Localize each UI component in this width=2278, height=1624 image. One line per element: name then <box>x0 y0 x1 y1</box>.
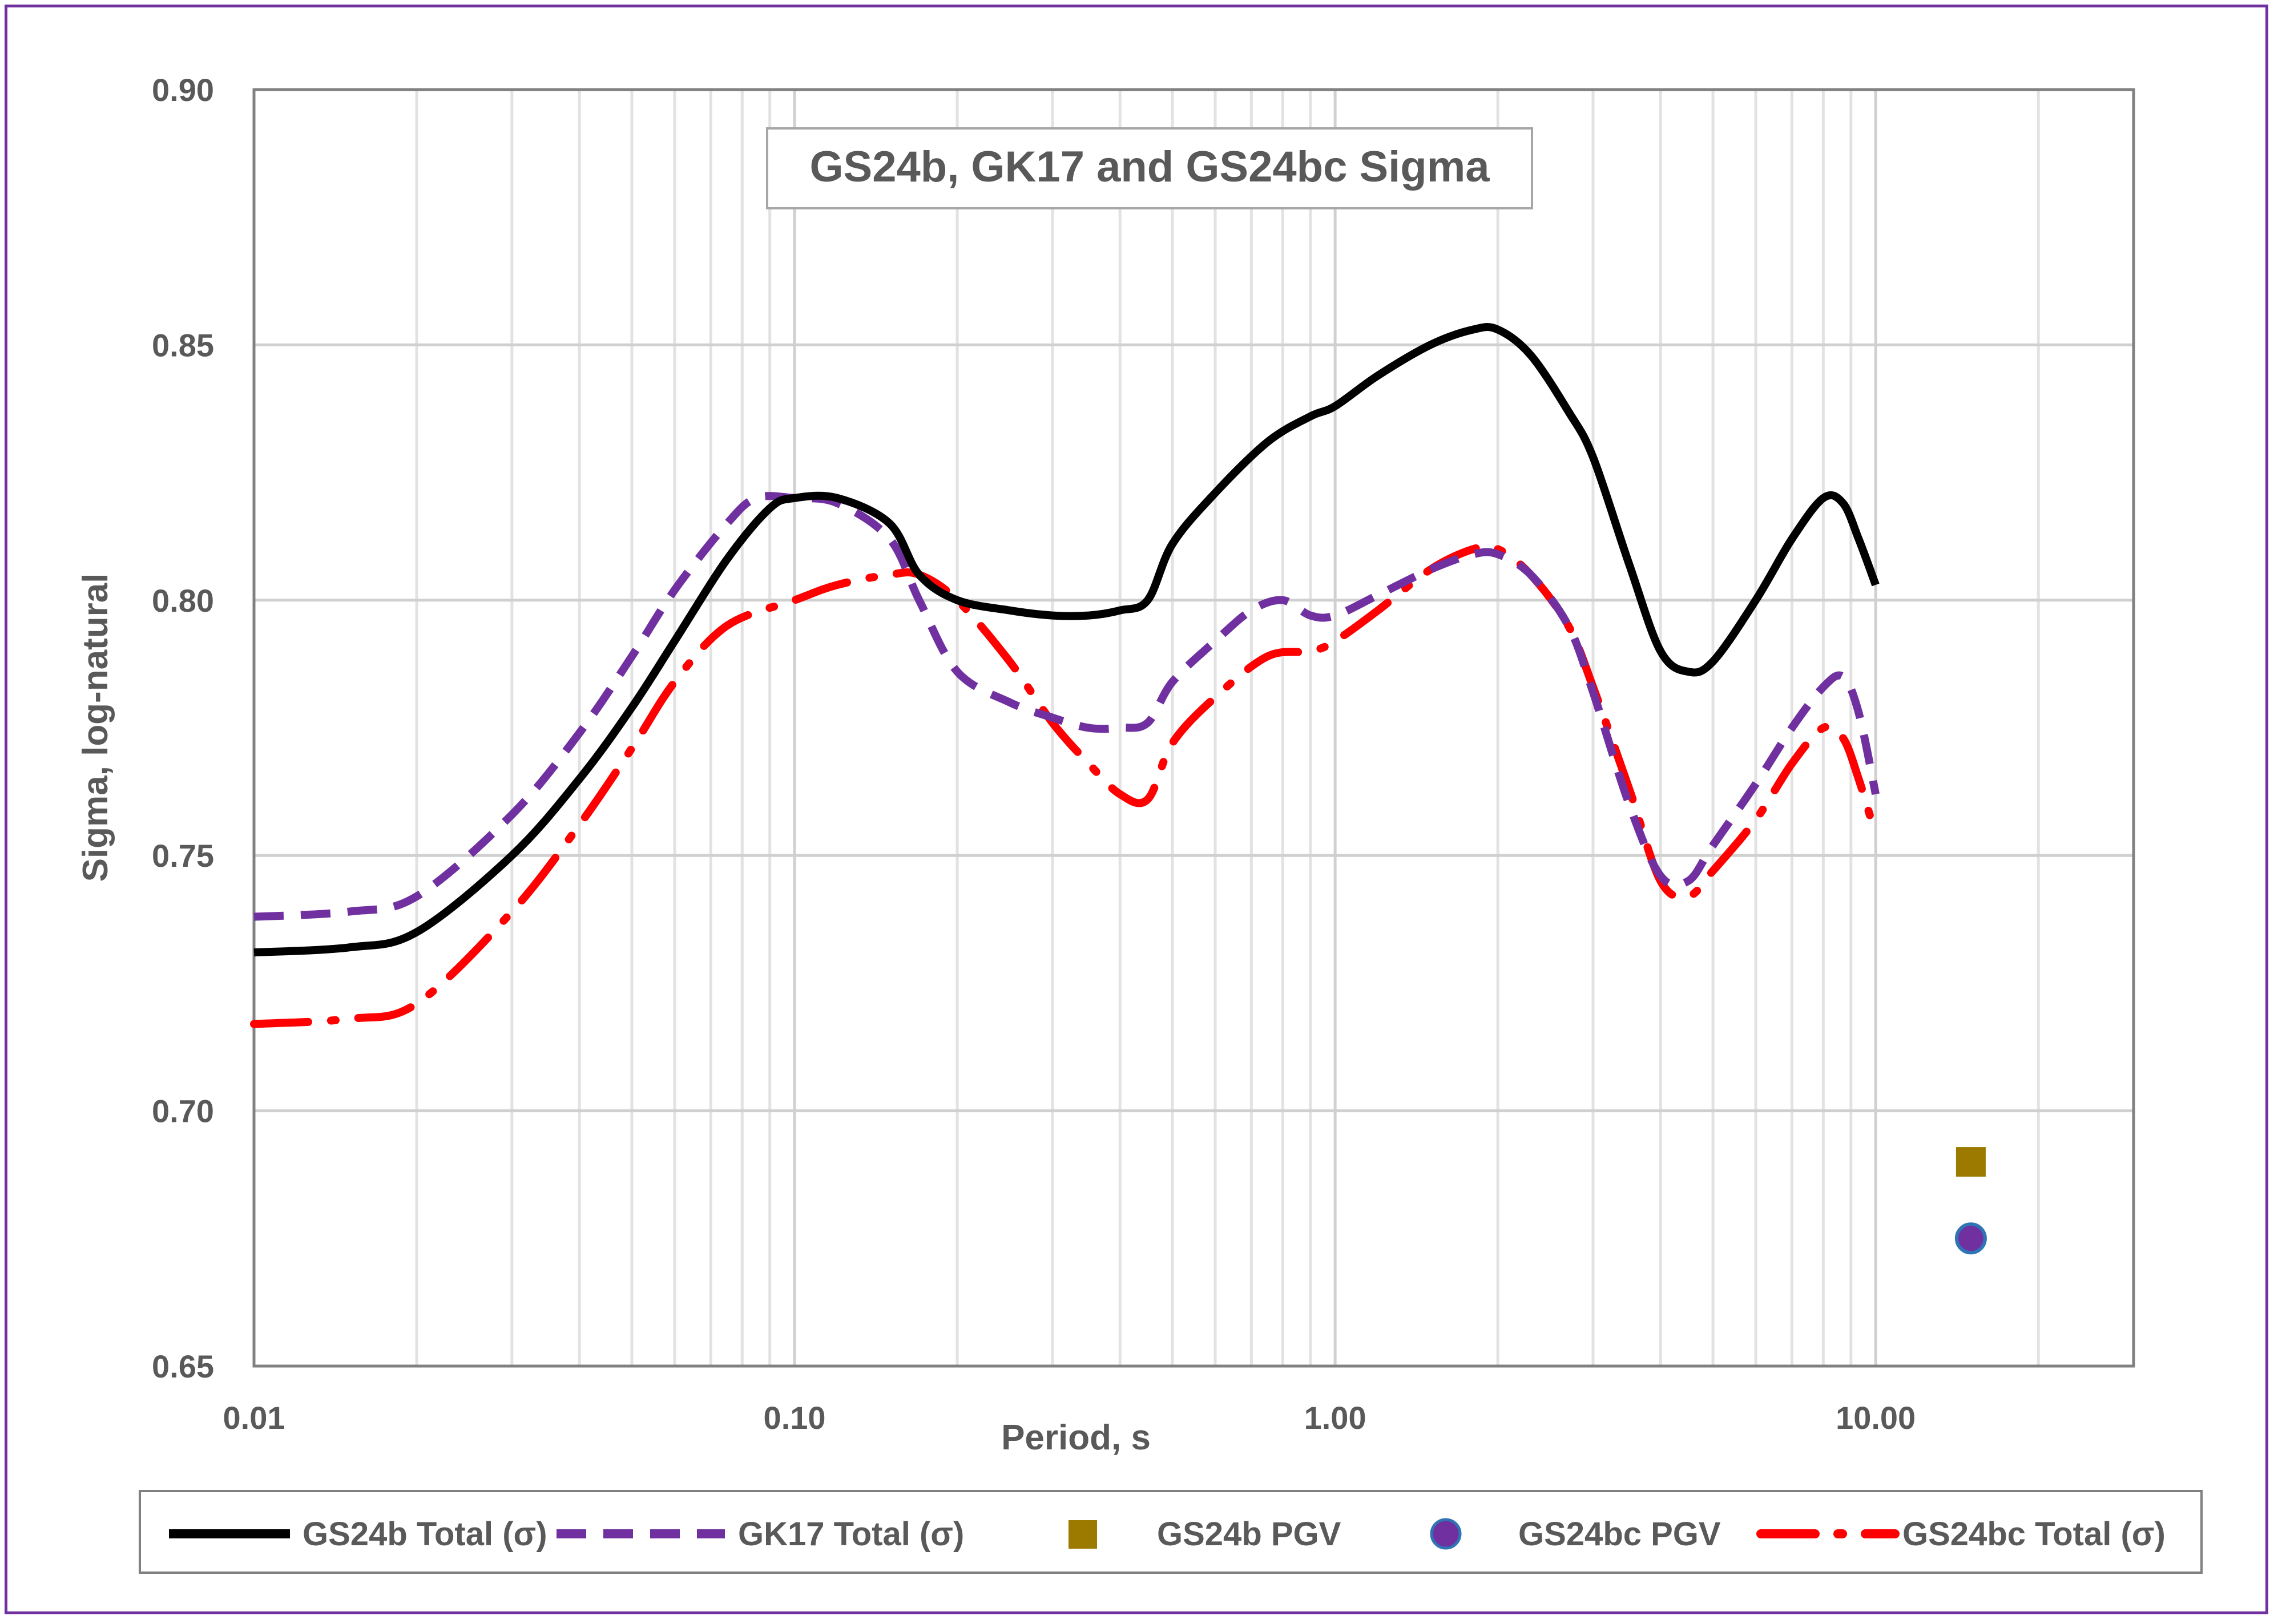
x-tick-label: 10.00 <box>1836 1400 1916 1436</box>
x-tick-label: 0.10 <box>764 1400 826 1436</box>
y-axis-tick-labels: 0.65 0.70 0.75 0.80 0.85 0.90 <box>152 72 214 1384</box>
x-tick-label: 1.00 <box>1304 1400 1366 1436</box>
legend-item-gs24bc-pgv: GS24bc PGV <box>1430 1516 1721 1553</box>
series-line-gs24b-total <box>253 323 1880 957</box>
y-tick-label: 0.75 <box>152 838 214 874</box>
legend-label-gs24bc-total: GS24bc Total (σ) <box>1902 1516 2166 1553</box>
y-tick-label: 0.65 <box>152 1348 214 1384</box>
legend-label-gs24b-pgv: GS24b PGV <box>1157 1516 1341 1553</box>
y-tick-label: 0.85 <box>152 327 214 363</box>
legend-label-gs24bc-pgv: GS24bc PGV <box>1518 1516 1721 1553</box>
x-axis-title: Period, s <box>1001 1418 1151 1457</box>
outer-frame <box>5 5 2268 1614</box>
series-layer <box>250 323 1880 1028</box>
marker-layer <box>1954 1147 1987 1255</box>
plot-area-border <box>252 88 2135 1368</box>
marker-gs24bc-pgv <box>1954 1222 1987 1255</box>
legend-label-gs24b-total: GS24b Total (σ) <box>303 1516 547 1553</box>
legend-item-gs24b-total: GS24b Total (σ) <box>169 1516 547 1553</box>
series-line-gs24bc-total <box>250 542 1880 1028</box>
legend-swatch-gs24b-pgv <box>1069 1520 1097 1549</box>
legend-item-gs24b-pgv: GS24b PGV <box>1069 1516 1341 1553</box>
legend-item-gk17-total: GK17 Total (σ) <box>557 1516 964 1553</box>
y-tick-label: 0.80 <box>152 583 214 619</box>
y-tick-label: 0.70 <box>152 1093 214 1129</box>
legend-swatch-gs24bc-pgv <box>1430 1518 1462 1550</box>
legend-label-gk17-total: GK17 Total (σ) <box>738 1516 964 1553</box>
marker-gs24b-pgv <box>1956 1147 1986 1177</box>
legend-box <box>139 1490 2203 1574</box>
y-tick-label: 0.90 <box>152 72 214 108</box>
legend-item-gs24bc-total: GS24bc Total (σ) <box>1756 1516 2166 1553</box>
series-line-gk17-total <box>253 492 1880 921</box>
chart-title: GS24b, GK17 and GS24bc Sigma <box>809 143 1490 191</box>
x-tick-label: 0.01 <box>223 1400 285 1436</box>
chart-title-box <box>766 127 1533 209</box>
x-axis-tick-labels: 0.01 0.10 1.00 10.00 <box>223 1400 1916 1436</box>
y-axis-title: Sigma, log-natural <box>76 573 115 882</box>
